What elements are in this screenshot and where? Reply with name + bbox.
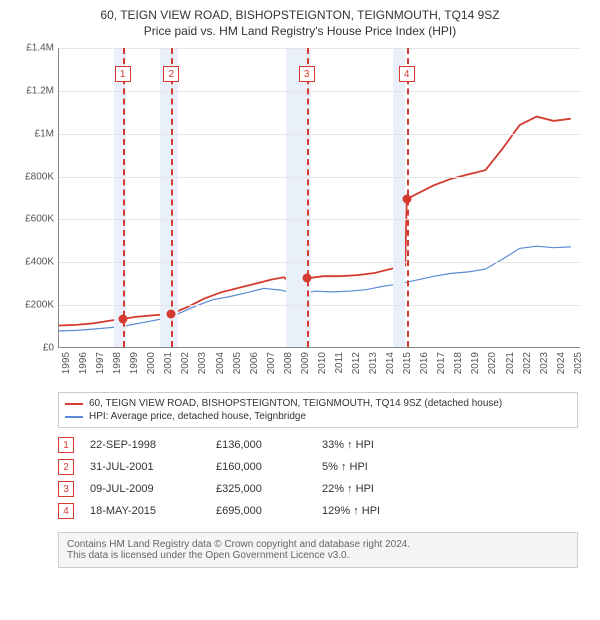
transaction-index: 3 bbox=[58, 481, 74, 497]
transaction-price: £695,000 bbox=[216, 505, 306, 517]
legend-item: 60, TEIGN VIEW ROAD, BISHOPSTEIGNTON, TE… bbox=[65, 397, 571, 410]
transaction-price: £325,000 bbox=[216, 483, 306, 495]
x-tick-label: 2014 bbox=[385, 352, 396, 374]
x-tick-label: 2002 bbox=[180, 352, 191, 374]
x-tick-label: 2011 bbox=[334, 352, 345, 374]
legend: 60, TEIGN VIEW ROAD, BISHOPSTEIGNTON, TE… bbox=[58, 392, 578, 428]
gridline bbox=[59, 262, 580, 263]
x-tick-label: 2021 bbox=[505, 352, 516, 374]
attribution-footer: Contains HM Land Registry data © Crown c… bbox=[58, 532, 578, 568]
plot-region: 1 2 3 4 bbox=[58, 48, 580, 348]
gridline bbox=[59, 219, 580, 220]
gridline bbox=[59, 48, 580, 49]
y-tick-label: £1.4M bbox=[10, 43, 54, 54]
x-tick-label: 2024 bbox=[556, 352, 567, 374]
x-tick-label: 1996 bbox=[78, 352, 89, 374]
footer-line-1: Contains HM Land Registry data © Crown c… bbox=[67, 539, 569, 550]
marker-dot bbox=[118, 314, 127, 323]
marker-box: 1 bbox=[115, 66, 131, 82]
x-tick-label: 2010 bbox=[317, 352, 328, 374]
transaction-price: £136,000 bbox=[216, 439, 306, 451]
transaction-vs-hpi: 5% ↑ HPI bbox=[322, 461, 412, 473]
x-tick-label: 2015 bbox=[402, 352, 413, 374]
x-tick-label: 2018 bbox=[453, 352, 464, 374]
transaction-table: 1 22-SEP-1998 £136,000 33% ↑ HPI 2 31-JUL-200… bbox=[58, 434, 578, 522]
x-tick-label: 2008 bbox=[283, 352, 294, 374]
x-tick-label: 2017 bbox=[436, 352, 447, 374]
marker-box: 2 bbox=[163, 66, 179, 82]
gridline bbox=[59, 305, 580, 306]
marker-line bbox=[171, 48, 173, 347]
x-tick-label: 2005 bbox=[232, 352, 243, 374]
x-tick-label: 2019 bbox=[470, 352, 481, 374]
transaction-row: 2 31-JUL-2001 £160,000 5% ↑ HPI bbox=[58, 456, 578, 478]
series-property bbox=[59, 117, 571, 326]
x-tick-label: 1995 bbox=[61, 352, 72, 374]
y-tick-label: £1.2M bbox=[10, 85, 54, 96]
gridline bbox=[59, 134, 580, 135]
x-tick-label: 1997 bbox=[95, 352, 106, 374]
x-tick-label: 2009 bbox=[300, 352, 311, 374]
transaction-row: 4 18-MAY-2015 £695,000 129% ↑ HPI bbox=[58, 500, 578, 522]
y-tick-label: £400K bbox=[10, 257, 54, 268]
gridline bbox=[59, 91, 580, 92]
y-tick-label: £1M bbox=[10, 128, 54, 139]
legend-label: HPI: Average price, detached house, Teig… bbox=[89, 411, 306, 422]
x-tick-label: 2003 bbox=[197, 352, 208, 374]
x-tick-label: 2022 bbox=[522, 352, 533, 374]
transaction-date: 18-MAY-2015 bbox=[90, 505, 200, 517]
transaction-row: 1 22-SEP-1998 £136,000 33% ↑ HPI bbox=[58, 434, 578, 456]
y-tick-label: £200K bbox=[10, 300, 54, 311]
marker-dot bbox=[402, 195, 411, 204]
x-tick-label: 2004 bbox=[215, 352, 226, 374]
x-tick-label: 2012 bbox=[351, 352, 362, 374]
chart-title: 60, TEIGN VIEW ROAD, BISHOPSTEIGNTON, TE… bbox=[10, 8, 590, 22]
x-tick-label: 2013 bbox=[368, 352, 379, 374]
transaction-vs-hpi: 129% ↑ HPI bbox=[322, 505, 412, 517]
y-tick-label: £0 bbox=[10, 343, 54, 354]
y-tick-label: £800K bbox=[10, 171, 54, 182]
chart-titles: 60, TEIGN VIEW ROAD, BISHOPSTEIGNTON, TE… bbox=[10, 8, 590, 38]
recession-band bbox=[160, 48, 179, 347]
x-tick-label: 2025 bbox=[573, 352, 584, 374]
x-tick-label: 1999 bbox=[129, 352, 140, 374]
gridline bbox=[59, 177, 580, 178]
marker-box: 4 bbox=[399, 66, 415, 82]
series-hpi bbox=[59, 246, 571, 331]
y-tick-label: £600K bbox=[10, 214, 54, 225]
transaction-row: 3 09-JUL-2009 £325,000 22% ↑ HPI bbox=[58, 478, 578, 500]
marker-box: 3 bbox=[299, 66, 315, 82]
x-tick-label: 1998 bbox=[112, 352, 123, 374]
transaction-vs-hpi: 33% ↑ HPI bbox=[322, 439, 412, 451]
x-tick-label: 2001 bbox=[163, 352, 174, 374]
x-tick-label: 2006 bbox=[249, 352, 260, 374]
marker-dot bbox=[302, 274, 311, 283]
marker-line bbox=[307, 48, 309, 347]
transaction-date: 09-JUL-2009 bbox=[90, 483, 200, 495]
chart-container: 60, TEIGN VIEW ROAD, BISHOPSTEIGNTON, TE… bbox=[0, 0, 600, 578]
chart-subtitle: Price paid vs. HM Land Registry's House … bbox=[10, 24, 590, 38]
footer-line-2: This data is licensed under the Open Gov… bbox=[67, 550, 569, 561]
chart-area: £0 £200K £400K £600K £800K £1M £1.2M £1.4M 1 2 3 4… bbox=[10, 44, 590, 384]
x-tick-label: 2000 bbox=[146, 352, 157, 374]
x-tick-label: 2007 bbox=[266, 352, 277, 374]
transaction-vs-hpi: 22% ↑ HPI bbox=[322, 483, 412, 495]
transaction-date: 22-SEP-1998 bbox=[90, 439, 200, 451]
legend-swatch bbox=[65, 403, 83, 405]
marker-dot bbox=[167, 309, 176, 318]
transaction-index: 1 bbox=[58, 437, 74, 453]
legend-item: HPI: Average price, detached house, Teig… bbox=[65, 410, 571, 423]
x-tick-label: 2016 bbox=[419, 352, 430, 374]
transaction-date: 31-JUL-2001 bbox=[90, 461, 200, 473]
x-tick-label: 2023 bbox=[539, 352, 550, 374]
transaction-index: 4 bbox=[58, 503, 74, 519]
legend-swatch bbox=[65, 416, 83, 418]
x-tick-label: 2020 bbox=[487, 352, 498, 374]
transaction-index: 2 bbox=[58, 459, 74, 475]
marker-line bbox=[123, 48, 125, 347]
legend-label: 60, TEIGN VIEW ROAD, BISHOPSTEIGNTON, TE… bbox=[89, 398, 502, 409]
plot-svg bbox=[59, 48, 581, 348]
transaction-price: £160,000 bbox=[216, 461, 306, 473]
